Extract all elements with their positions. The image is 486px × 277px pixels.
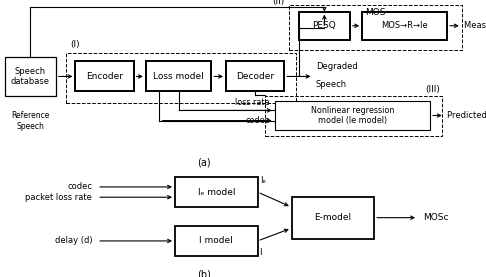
Text: Predicted Iₑ: Predicted Iₑ <box>447 111 486 120</box>
Text: loss rate: loss rate <box>235 98 270 107</box>
FancyBboxPatch shape <box>362 12 447 40</box>
Text: Iₑ: Iₑ <box>260 176 266 185</box>
Text: MOS→R→Ie: MOS→R→Ie <box>381 21 428 30</box>
Text: (b): (b) <box>197 270 211 277</box>
Text: Decoder: Decoder <box>236 72 274 81</box>
FancyBboxPatch shape <box>226 61 284 91</box>
Text: I⁤ model: I⁤ model <box>199 237 233 245</box>
Text: PESQ: PESQ <box>312 21 336 30</box>
Text: Loss model: Loss model <box>153 72 204 81</box>
Text: codec: codec <box>245 116 270 125</box>
FancyBboxPatch shape <box>292 197 374 238</box>
Text: Encoder: Encoder <box>86 72 123 81</box>
FancyBboxPatch shape <box>5 57 56 96</box>
Text: codec: codec <box>68 183 92 191</box>
FancyBboxPatch shape <box>175 226 258 256</box>
FancyBboxPatch shape <box>175 177 258 207</box>
Text: (III): (III) <box>425 85 440 94</box>
Text: Degraded: Degraded <box>316 62 358 71</box>
Text: Reference
Speech: Reference Speech <box>11 111 50 131</box>
Text: MOSc: MOSc <box>423 213 448 222</box>
Text: delay (d): delay (d) <box>55 237 92 245</box>
FancyBboxPatch shape <box>299 12 350 40</box>
Text: MOS: MOS <box>365 8 386 17</box>
Text: Iₑ model: Iₑ model <box>197 188 235 197</box>
Text: Measured Iₑ: Measured Iₑ <box>464 21 486 30</box>
Text: Speech: Speech <box>316 80 347 89</box>
Text: packet loss rate: packet loss rate <box>25 193 92 202</box>
Text: (II): (II) <box>272 0 284 6</box>
Text: I⁤: I⁤ <box>260 248 262 257</box>
FancyBboxPatch shape <box>146 61 211 91</box>
FancyBboxPatch shape <box>275 101 430 130</box>
Text: Speech
database: Speech database <box>11 67 50 86</box>
Text: Nonlinear regression
model (Ie model): Nonlinear regression model (Ie model) <box>311 106 394 125</box>
Text: (I): (I) <box>70 40 80 49</box>
Text: E-model: E-model <box>314 213 351 222</box>
Text: (a): (a) <box>197 158 211 168</box>
FancyBboxPatch shape <box>75 61 134 91</box>
